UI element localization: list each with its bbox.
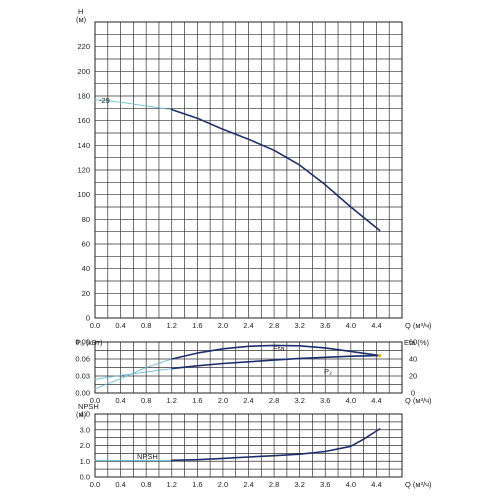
plot-frame [94, 21, 403, 319]
y-tick-label: 0.03 [75, 372, 90, 381]
extrapolated-curve [94, 368, 173, 380]
x-tick-label: 2.8 [269, 480, 279, 489]
performance-curve [171, 428, 381, 462]
y-tick-label: 220 [77, 42, 90, 51]
y2-axis-label: Eta (%) [404, 338, 430, 347]
y-axis-unit: (м) [76, 15, 87, 24]
performance-curve [171, 354, 381, 370]
x-tick-label: 4.0 [346, 396, 356, 405]
y2-tick-label: 20 [409, 372, 417, 381]
extrapolated-curve [94, 99, 173, 111]
y-axis-label: H [78, 7, 83, 16]
y-tick-label: 140 [77, 141, 90, 150]
y-axis-unit: (м) [76, 410, 87, 419]
y-tick-label: 0.09 [75, 338, 90, 347]
x-tick-label: 0.0 [90, 396, 100, 405]
x-tick-label: 2.0 [218, 321, 228, 330]
x-tick-label: 3.2 [294, 480, 304, 489]
x-tick-label: 3.6 [320, 321, 330, 330]
x-tick-label: 4.4 [371, 396, 381, 405]
y-tick-label: 100 [77, 190, 90, 199]
y-tick-label: 0 [86, 314, 90, 323]
x-tick-label: 2.0 [218, 396, 228, 405]
x-tick-label: 2.4 [243, 321, 253, 330]
y-tick-label: 0.00 [75, 389, 90, 398]
x-tick-label: 3.2 [294, 396, 304, 405]
y-tick-label: 3.0 [80, 425, 90, 434]
plot-frame [94, 413, 403, 478]
y-tick-label: 0.0 [80, 473, 90, 482]
x-tick-label: 0.0 [90, 480, 100, 489]
p2-curve-label: P₂ [324, 367, 332, 376]
x-tick-label: 0.8 [141, 480, 151, 489]
x-axis-label: Q (м³/ч) [405, 396, 432, 405]
npsh-curve-label: NPSH [137, 452, 158, 461]
y2-tick-label: 0 [411, 389, 415, 398]
x-tick-label: 4.4 [371, 321, 381, 330]
x-tick-label: 2.8 [269, 396, 279, 405]
performance-curve [171, 108, 381, 232]
x-tick-label: 0.0 [90, 321, 100, 330]
x-tick-label: 3.2 [294, 321, 304, 330]
y-tick-label: 4.0 [80, 410, 90, 419]
x-tick-label: 1.6 [192, 396, 202, 405]
y-tick-label: 2.0 [80, 441, 90, 450]
y-tick-label: 20 [82, 289, 90, 298]
y2-tick-label: 60 [409, 338, 417, 347]
x-tick-label: 0.4 [115, 480, 125, 489]
y-tick-label: 160 [77, 116, 90, 125]
y-tick-label: 1.0 [80, 457, 90, 466]
x-axis-label: Q (м³/ч) [405, 321, 432, 330]
operating-point-marker [378, 354, 382, 358]
y-tick-label: 0.06 [75, 355, 90, 364]
x-tick-label: 0.4 [115, 321, 125, 330]
extrapolated-curve [94, 358, 173, 390]
x-tick-label: 0.4 [115, 396, 125, 405]
y-axis-label: NPSH [78, 402, 99, 411]
x-tick-label: 1.2 [167, 396, 177, 405]
y-tick-label: 120 [77, 166, 90, 175]
y2-tick-label: 40 [409, 355, 417, 364]
eta-curve-label: Eta [273, 344, 285, 353]
x-tick-label: 4.0 [346, 480, 356, 489]
plot-frame [94, 341, 403, 394]
x-tick-label: 3.6 [320, 480, 330, 489]
x-tick-label: 0.8 [141, 321, 151, 330]
x-tick-label: 4.4 [371, 480, 381, 489]
curve-annotation: -29 [99, 96, 110, 105]
x-tick-label: 0.8 [141, 396, 151, 405]
x-tick-label: 4.0 [346, 321, 356, 330]
x-tick-label: 2.4 [243, 480, 253, 489]
x-tick-label: 1.6 [192, 321, 202, 330]
y-axis-label: P₂ (кВт) [76, 338, 103, 347]
x-axis-label: Q (м³/ч) [405, 480, 432, 489]
x-tick-label: 2.0 [218, 480, 228, 489]
y-tick-label: 40 [82, 264, 90, 273]
x-tick-label: 1.2 [167, 480, 177, 489]
y-tick-label: 80 [82, 215, 90, 224]
x-tick-label: 2.8 [269, 321, 279, 330]
performance-curve [171, 344, 381, 360]
x-tick-label: 1.6 [192, 480, 202, 489]
x-tick-label: 3.6 [320, 396, 330, 405]
y-tick-label: 200 [77, 67, 90, 76]
y-tick-label: 60 [82, 240, 90, 249]
y-tick-label: 180 [77, 92, 90, 101]
x-tick-label: 1.2 [167, 321, 177, 330]
x-tick-label: 2.4 [243, 396, 253, 405]
